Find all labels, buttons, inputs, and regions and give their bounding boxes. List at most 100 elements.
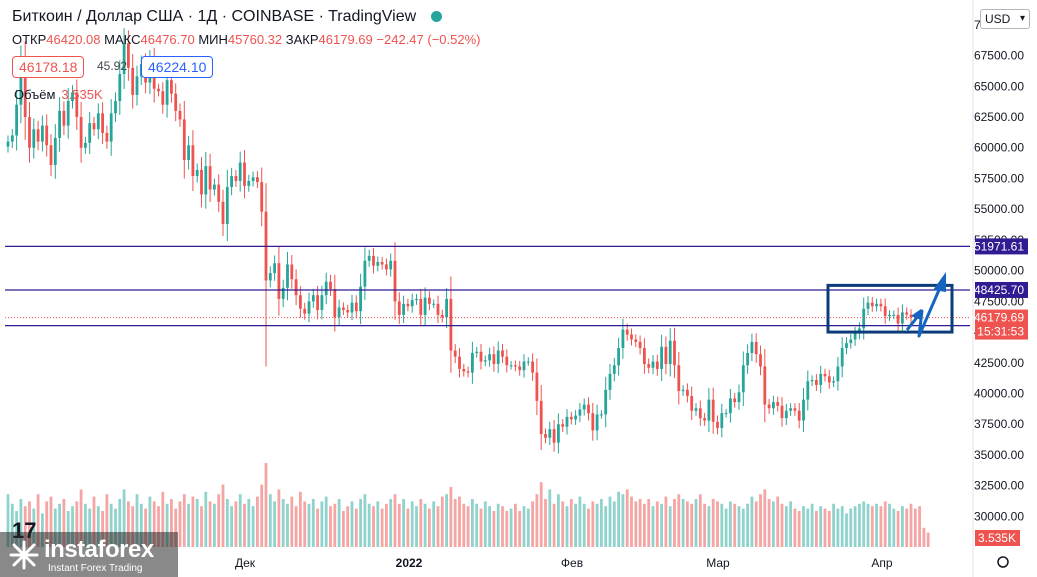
change-value: −242.47 (−0.52%) (376, 32, 481, 47)
volume-bar (243, 503, 246, 547)
volume-bar (363, 494, 367, 547)
volume-bar (926, 532, 930, 547)
instaforex-tagline: Instant Forex Trading (48, 563, 143, 574)
close-label: ЗАКР (285, 32, 319, 47)
y-tick-label: 67500.00 (974, 49, 1024, 63)
y-tick-label: 57500.00 (974, 171, 1024, 185)
volume-bar (905, 508, 909, 547)
level-price-tag (975, 238, 1028, 255)
candle-body (501, 350, 504, 357)
volume-bar (449, 487, 453, 547)
volume-bar (651, 506, 655, 547)
candle-body (750, 341, 754, 353)
market-status-icon (430, 11, 442, 23)
volume-bar (66, 511, 70, 547)
volume-bar (428, 508, 431, 547)
candle-body (251, 177, 255, 181)
volume-bar (522, 506, 526, 547)
volume-bar (849, 508, 853, 547)
candle-body (737, 392, 741, 403)
level-price-tag (975, 281, 1028, 298)
volume-bar (36, 494, 40, 547)
candle-body (471, 352, 474, 373)
forecast-arrow-head (911, 309, 921, 320)
x-tick-label: Дек (235, 556, 256, 570)
ohlc-legend: ОТКР46420.08 МАКС46476.70 МИН45760.32 ЗА… (12, 32, 480, 47)
volume-bar (385, 503, 388, 547)
volume-bar (122, 489, 126, 547)
candle-body (638, 341, 642, 349)
close-value: 46179.69 (318, 32, 373, 47)
candle-body (445, 298, 448, 318)
candle-body (806, 381, 810, 400)
volume-bar (832, 503, 835, 547)
volume-bar (170, 499, 173, 547)
candle-body (53, 137, 57, 165)
volume-bar (810, 503, 814, 547)
y-tick-label: 40000.00 (974, 387, 1024, 401)
candle-body (578, 409, 582, 416)
volume-bar (247, 499, 251, 547)
volume-bar (612, 501, 616, 547)
volume-bar (754, 501, 758, 547)
low-label: МИН (198, 32, 228, 47)
sell-price-button[interactable]: 46178.18 (12, 56, 85, 78)
candle-body (466, 371, 470, 373)
volume-bar (836, 508, 840, 547)
open-label: ОТКР (12, 32, 47, 47)
candle-body (307, 301, 311, 314)
y-tick-label: 62500.00 (974, 110, 1024, 124)
candle-body (337, 307, 341, 318)
volume-bar (406, 508, 410, 547)
volume-bar (440, 496, 444, 547)
volume-bar (303, 501, 307, 547)
settings-gear-icon[interactable] (997, 556, 1009, 568)
candle-body (746, 352, 749, 366)
buy-price-button[interactable]: 46224.10 (141, 56, 214, 78)
volume-bar (217, 494, 221, 547)
volume-bar (565, 506, 569, 547)
candle-body (372, 255, 375, 266)
volume-bar (144, 508, 147, 547)
volume-bar (823, 508, 827, 547)
candle-body (690, 395, 694, 411)
candle-body (574, 415, 577, 420)
volume-bar (311, 499, 315, 547)
volume-bar (862, 501, 866, 547)
candle-body (660, 346, 663, 369)
volume-bar (105, 494, 109, 547)
volume-bar (922, 527, 926, 547)
volume-bar (883, 501, 887, 547)
candle-body (268, 273, 272, 281)
candle-body (410, 300, 414, 307)
candle-body (105, 132, 109, 142)
volume-bar (806, 508, 810, 547)
volume-bar (655, 501, 659, 547)
volume-bar (316, 508, 319, 547)
volume-bar (780, 503, 784, 547)
candle-body (363, 260, 367, 287)
volume-bar (299, 491, 302, 547)
candle-body (75, 92, 79, 118)
volume-bar (307, 503, 311, 547)
candle-body (333, 289, 337, 318)
currency-select[interactable]: USD ▾ (980, 9, 1030, 29)
candle-body (342, 307, 345, 310)
volume-bar (346, 506, 350, 547)
volume-bar (690, 503, 694, 547)
candle-body (397, 301, 401, 315)
low-value: 45760.32 (227, 32, 283, 47)
candle-body (875, 303, 878, 307)
candle-body (32, 129, 36, 148)
volume-label: Объём (14, 87, 56, 102)
candle-body (548, 429, 552, 438)
candle-body (329, 281, 332, 290)
candle-body (359, 286, 362, 312)
level-price-label: 48425.70 (974, 283, 1024, 297)
candle-body (62, 110, 66, 126)
volume-bar (45, 501, 49, 547)
y-tick-label: 50000.00 (974, 264, 1024, 278)
candle-body (557, 424, 560, 443)
volume-bar (711, 499, 715, 547)
